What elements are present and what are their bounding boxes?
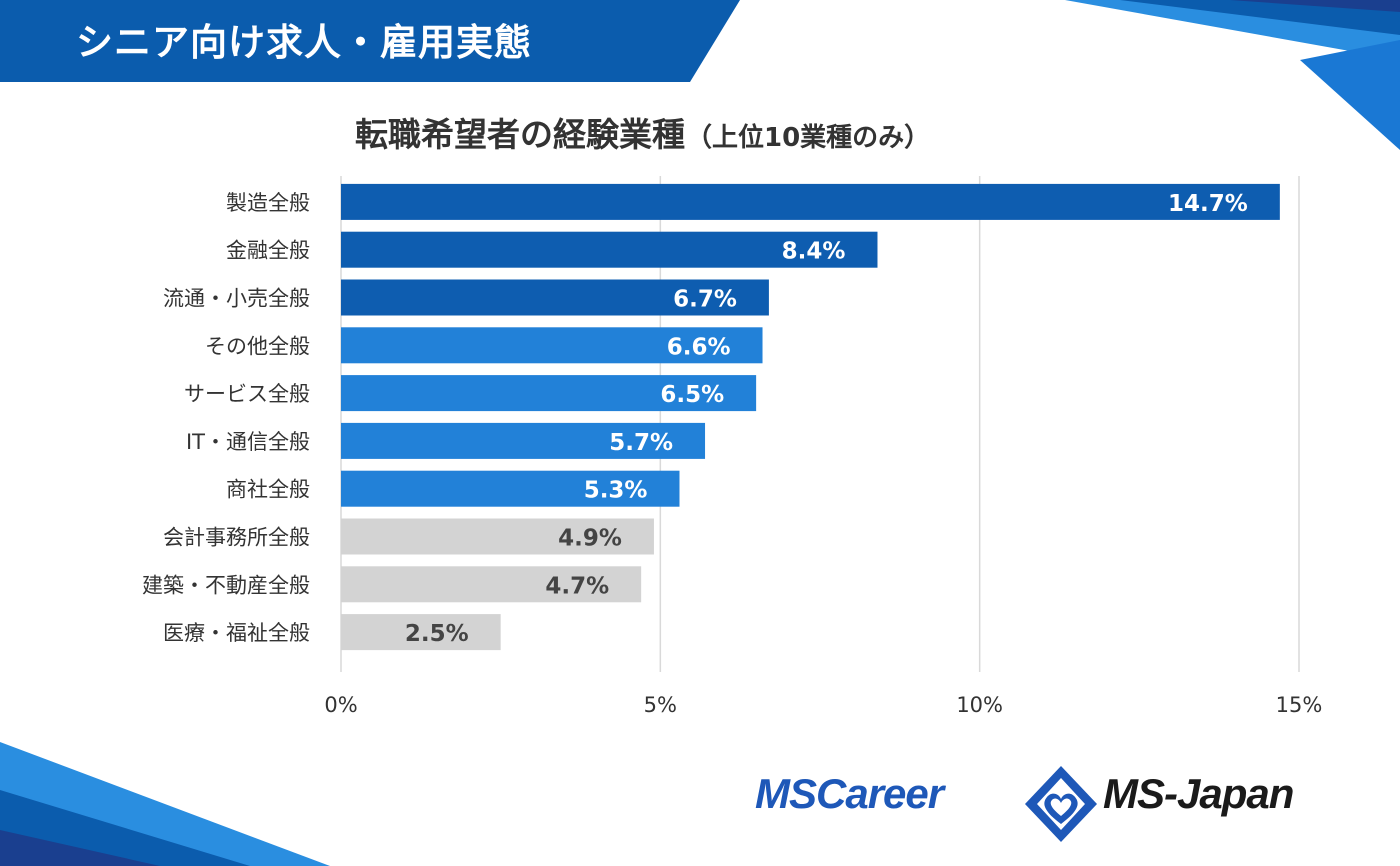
bar (341, 327, 763, 364)
x-tick-label: 0% (324, 693, 357, 717)
value-label: 4.7% (545, 573, 609, 599)
value-label: 5.3% (584, 478, 648, 504)
bar (341, 279, 769, 316)
category-label: IT・通信全般 (186, 430, 310, 454)
category-label: 会計事務所全般 (163, 526, 310, 550)
value-label: 2.5% (405, 621, 469, 647)
category-label: 医療・福祉全般 (163, 621, 310, 645)
bar (341, 518, 654, 555)
value-label: 6.6% (667, 334, 731, 360)
bar (341, 183, 1280, 220)
x-axis: 0% 5% 10% 15% (324, 693, 1322, 717)
bar (341, 375, 757, 412)
bottom-left-stripe-navy (0, 830, 160, 866)
category-label: 流通・小売全般 (163, 287, 310, 311)
x-tick-label: 10% (956, 693, 1003, 717)
value-label: 6.5% (660, 382, 724, 408)
value-label: 14.7% (1168, 191, 1248, 217)
x-tick-label: 15% (1276, 693, 1323, 717)
bar (341, 422, 706, 459)
category-label: 建築・不動産全般 (142, 573, 310, 597)
bars-layer: 製造全般 14.7% 金融全般 8.4% 流通・小売全般 6.7% その他全般 6.6% サービ… (142, 183, 1280, 651)
header-label: シニア向け求人・雇用実態 (76, 21, 532, 64)
bar-chart: 転職希望者の経験業種 （上位10業種のみ） 製造全般 14.7% 金融全般 8.4% 流… (142, 115, 1322, 717)
category-label: 製造全般 (226, 191, 310, 215)
value-label: 8.4% (782, 239, 846, 265)
chart-subtitle: （上位10業種のみ） (686, 122, 930, 153)
bar (341, 614, 501, 651)
bar (341, 566, 642, 603)
category-label: その他全般 (205, 334, 310, 358)
value-label: 6.7% (673, 287, 737, 313)
category-label: サービス全般 (184, 382, 310, 406)
logo-area: MSCareer MS-Japan (755, 766, 1355, 842)
header-banner (0, 0, 740, 82)
top-right-stripe-navy (1230, 0, 1400, 12)
category-label: 商社全般 (226, 478, 310, 502)
category-label: 金融全般 (226, 239, 310, 263)
bar (341, 470, 680, 507)
top-right-stripe-accent (1300, 40, 1400, 150)
chart-title: 転職希望者の経験業種 (355, 115, 685, 154)
x-tick-label: 5% (644, 693, 677, 717)
value-label: 5.7% (609, 430, 673, 456)
ms-diamond-heart-logo-icon (1025, 766, 1097, 842)
ms-japan-logo: MS-Japan (1103, 770, 1294, 817)
top-right-stripe-dark (1120, 0, 1400, 35)
ms-career-logo: MSCareer (755, 770, 944, 817)
bar (341, 231, 878, 268)
value-label: 4.9% (558, 526, 622, 552)
